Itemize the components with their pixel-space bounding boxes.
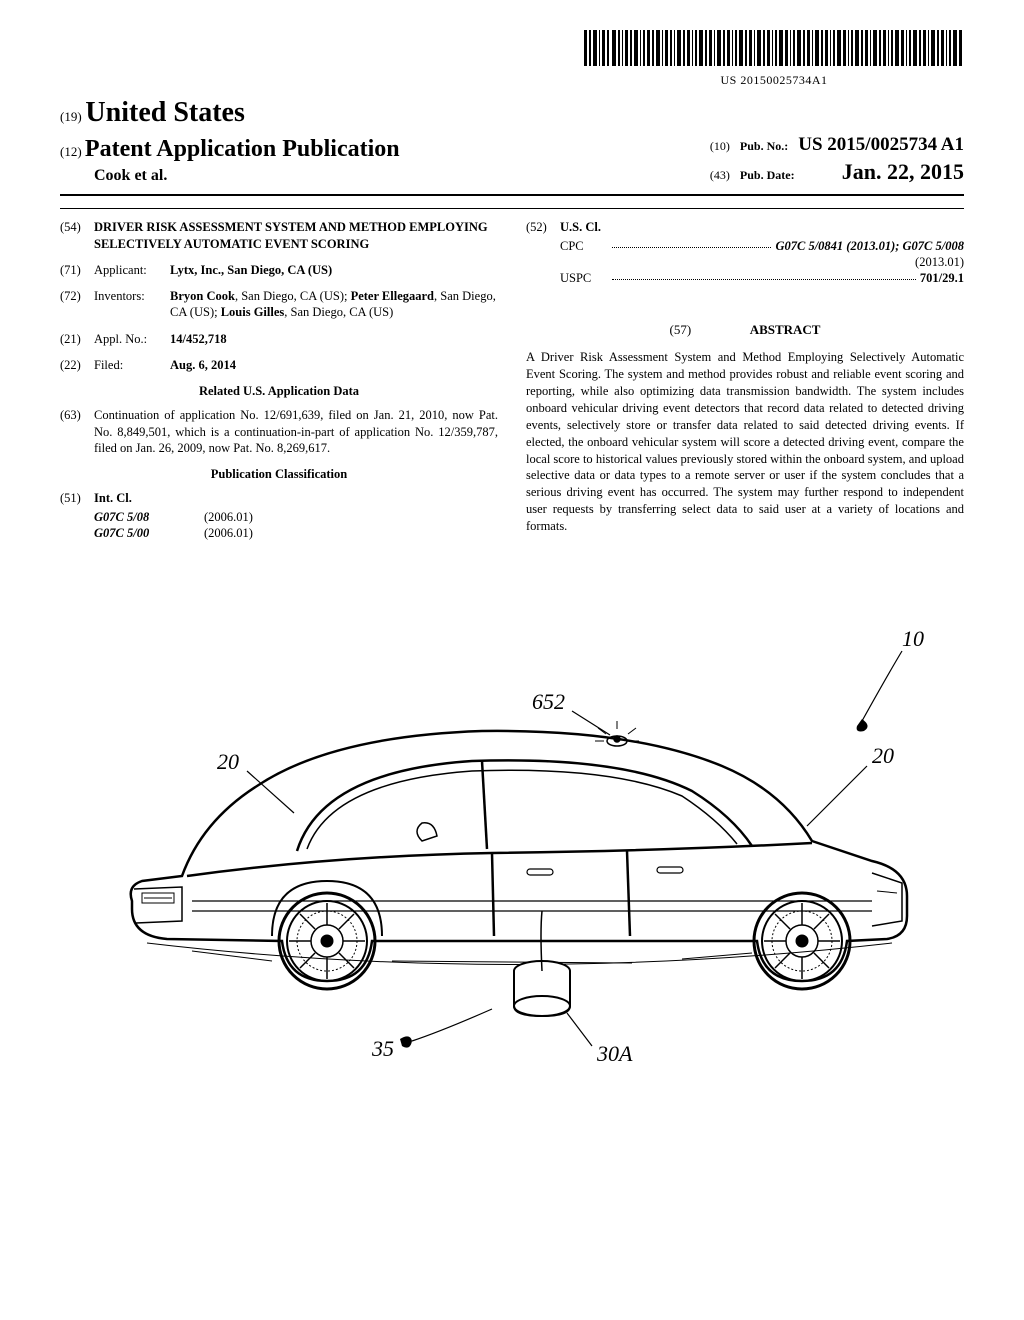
pub-type: Patent Application Publication xyxy=(85,136,400,162)
applno: 14/452,718 xyxy=(170,332,227,346)
uspc-dots xyxy=(612,270,916,280)
barcode-region: US 20150025734A1 xyxy=(60,30,964,89)
front-wheel xyxy=(279,893,375,989)
ref-20-left: 20 xyxy=(217,749,239,774)
rule-thick xyxy=(60,194,964,196)
cpc-tail: (2013.01) xyxy=(560,254,964,270)
patent-figure: 10 20 20 652 30A 35 xyxy=(72,591,952,1071)
filed: Aug. 6, 2014 xyxy=(170,358,236,372)
ref-652: 652 xyxy=(532,689,565,714)
cpc-label: CPC xyxy=(560,238,608,254)
cpc-block: CPC G07C 5/0841 (2013.01); G07C 5/008 (2… xyxy=(560,238,964,287)
ref-35: 35 xyxy=(371,1036,394,1061)
applicant-body: Lytx, Inc., San Diego, CA (US) xyxy=(170,262,498,278)
uspc-val: 701/29.1 xyxy=(920,271,964,285)
abstract-header: (57) ABSTRACT xyxy=(526,322,964,339)
pubdate-label: Pub. Date: xyxy=(740,168,795,184)
uspc-label: USPC xyxy=(560,270,608,286)
intcl-row: G07C 5/08(2006.01) xyxy=(94,509,498,525)
filed-label: Filed: xyxy=(94,357,170,373)
intcl-row: G07C 5/00(2006.01) xyxy=(94,525,498,541)
figure-area: 10 20 20 652 30A 35 xyxy=(60,591,964,1071)
inventors-field: (72) Inventors: Bryon Cook, San Diego, C… xyxy=(60,288,498,321)
pubno-code: (10) xyxy=(710,139,730,155)
applno-code: (21) xyxy=(60,331,94,347)
rear-wheel xyxy=(754,893,850,989)
applicant-field: (71) Applicant: Lytx, Inc., San Diego, C… xyxy=(60,262,498,278)
barcode-bars xyxy=(584,30,964,66)
ref-10: 10 xyxy=(902,626,924,651)
rule-thin xyxy=(60,208,964,209)
country-code: (19) xyxy=(60,109,82,124)
uscl-label: U.S. Cl. xyxy=(560,220,601,234)
pubno-label: Pub. No.: xyxy=(740,139,788,155)
intcl-code: (51) xyxy=(60,490,94,506)
right-column: (52) U.S. Cl. CPC G07C 5/0841 (2013.01);… xyxy=(526,219,964,551)
continuation-code: (63) xyxy=(60,407,94,456)
intcl-label: Int. Cl. xyxy=(94,491,132,505)
applno-label: Appl. No.: xyxy=(94,331,170,347)
inventors-label: Inventors: xyxy=(94,288,170,321)
intcl-field: (51) Int. Cl. xyxy=(60,490,498,506)
patent-title: DRIVER RISK ASSESSMENT SYSTEM AND METHOD… xyxy=(94,219,498,252)
related-header: Related U.S. Application Data xyxy=(60,383,498,399)
continuation-field: (63) Continuation of application No. 12/… xyxy=(60,407,498,456)
pubdate: Jan. 22, 2015 xyxy=(842,158,964,187)
intcl-list: G07C 5/08(2006.01)G07C 5/00(2006.01) xyxy=(94,509,498,542)
pubdate-code: (43) xyxy=(710,168,730,184)
header-block: (19) United States (12) Patent Applicati… xyxy=(60,95,964,187)
abstract-label: ABSTRACT xyxy=(750,322,821,337)
cpc-dots xyxy=(612,238,771,248)
applicant-label: Applicant: xyxy=(94,262,170,278)
biblio-columns: (54) DRIVER RISK ASSESSMENT SYSTEM AND M… xyxy=(60,219,964,551)
ref-30a: 30A xyxy=(596,1041,633,1066)
uscl-code: (52) xyxy=(526,219,560,235)
abstract-text: A Driver Risk Assessment System and Meth… xyxy=(526,349,964,535)
pub-code: (12) xyxy=(60,144,82,159)
inventors-body: Bryon Cook, San Diego, CA (US); Peter El… xyxy=(170,288,498,321)
title-field: (54) DRIVER RISK ASSESSMENT SYSTEM AND M… xyxy=(60,219,498,252)
uscl-field: (52) U.S. Cl. xyxy=(526,219,964,235)
filed-field: (22) Filed: Aug. 6, 2014 xyxy=(60,357,498,373)
left-column: (54) DRIVER RISK ASSESSMENT SYSTEM AND M… xyxy=(60,219,498,551)
country: United States xyxy=(85,97,244,128)
ref-20-right: 20 xyxy=(872,743,894,768)
barcode-text: US 20150025734A1 xyxy=(584,73,964,89)
abstract-code: (57) xyxy=(670,322,692,337)
continuation-text: Continuation of application No. 12/691,6… xyxy=(94,407,498,456)
pubno: US 2015/0025734 A1 xyxy=(798,133,964,158)
inventors-code: (72) xyxy=(60,288,94,321)
cpc-val: G07C 5/0841 (2013.01); G07C 5/008 xyxy=(775,238,964,254)
filed-code: (22) xyxy=(60,357,94,373)
title-code: (54) xyxy=(60,219,94,252)
pubclass-header: Publication Classification xyxy=(60,466,498,482)
applno-field: (21) Appl. No.: 14/452,718 xyxy=(60,331,498,347)
author-line: Cook et al. xyxy=(60,166,400,187)
applicant-code: (71) xyxy=(60,262,94,278)
